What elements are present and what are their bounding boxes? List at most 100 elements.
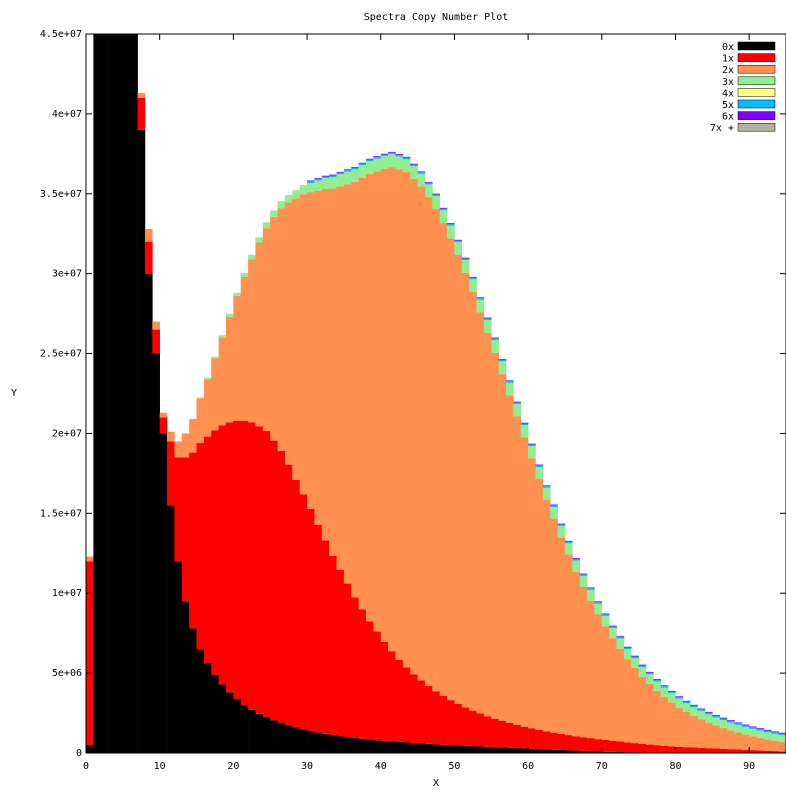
bar-segment-0x-60 <box>528 749 536 753</box>
bar-segment-2x-48 <box>440 223 448 696</box>
bar-segment-0x-63 <box>550 750 558 753</box>
bar-segment-2x-19 <box>226 317 234 422</box>
x-tick-label: 80 <box>669 761 681 772</box>
bar-segment-6x-45 <box>418 171 426 172</box>
bar-segment-0x-59 <box>521 748 529 753</box>
bar-segment-6x-46 <box>425 182 433 183</box>
bar-segment-2x-29 <box>300 194 308 494</box>
bar-segment-5x-71 <box>609 626 617 628</box>
bar-segment-2x-41 <box>388 167 396 651</box>
bar-segment-3x-26 <box>278 201 286 208</box>
bar-segment-6x-59 <box>521 423 529 424</box>
bar-segment-5x-57 <box>506 381 514 383</box>
bar-segment-6x-57 <box>506 380 514 381</box>
bar-segment-6x-31 <box>314 178 322 179</box>
bar-segment-0x-32 <box>322 734 330 753</box>
bar-segment-2x-31 <box>314 191 322 525</box>
bar-segment-0x-52 <box>469 746 477 753</box>
bar-segment-3x-68 <box>587 590 595 601</box>
bar-segment-1x-32 <box>322 540 330 733</box>
bar-segment-1x-81 <box>683 747 691 753</box>
bar-segment-6x-61 <box>535 465 543 466</box>
bar-segment-0x-22 <box>248 710 256 753</box>
x-tick-label: 10 <box>154 761 166 772</box>
bar-segment-3x-25 <box>270 211 278 217</box>
bar-segment-3x-57 <box>506 383 514 396</box>
bar-segment-3x-41 <box>388 154 396 167</box>
bar-segment-5x-42 <box>395 155 403 157</box>
bar-segment-2x-14 <box>189 419 197 453</box>
y-tick-label: 2e+07 <box>52 428 82 439</box>
bar-segment-5x-36 <box>351 168 359 170</box>
x-tick-label: 70 <box>596 761 608 772</box>
bar-segment-2x-42 <box>395 169 403 660</box>
bar-segment-6x-73 <box>624 647 632 648</box>
bar-segment-1x-27 <box>285 465 293 725</box>
bar-segment-1x-12 <box>174 457 182 561</box>
bar-segment-2x-81 <box>683 712 691 747</box>
bar-segment-5x-86 <box>720 718 728 720</box>
bar-segment-2x-73 <box>624 659 632 742</box>
legend-label: 6x <box>722 112 734 123</box>
bar-segment-1x-74 <box>631 743 639 752</box>
bar-segment-5x-40 <box>381 154 389 156</box>
bar-segment-5x-39 <box>373 157 381 159</box>
y-tick-label: 5e+06 <box>52 668 82 679</box>
bar-segment-6x-43 <box>403 157 411 158</box>
bar-segment-5x-81 <box>683 702 691 704</box>
bar-segment-5x-94 <box>779 734 786 736</box>
bar-segment-1x-44 <box>410 674 418 743</box>
bar-segment-3x-40 <box>381 156 389 169</box>
bar-segment-1x-36 <box>351 597 359 738</box>
bar-segment-1x-47 <box>432 691 440 744</box>
bar-segment-3x-64 <box>558 526 566 538</box>
bar-segment-1x-70 <box>602 740 610 752</box>
bar-segment-5x-58 <box>513 402 521 404</box>
bar-segment-3x-42 <box>395 156 403 169</box>
bar-segment-6x-87 <box>727 720 735 721</box>
bar-segment-1x-30 <box>307 509 315 731</box>
bar-segment-3x-80 <box>675 699 683 708</box>
bar-segment-2x-64 <box>558 537 566 734</box>
bar-segment-2x-86 <box>720 728 728 749</box>
bar-segment-2x-49 <box>447 238 455 700</box>
legend-label: 7x + <box>710 123 734 134</box>
bar-segment-1x-78 <box>661 746 669 753</box>
bar-segment-3x-44 <box>410 166 418 179</box>
bar-segment-3x-45 <box>418 174 426 187</box>
y-tick-label: 2.5e+07 <box>40 349 82 360</box>
bar-segment-5x-50 <box>454 241 462 243</box>
bar-segment-5x-41 <box>388 153 396 155</box>
bar-segment-3x-90 <box>749 729 757 736</box>
bar-segment-2x-8 <box>145 229 153 242</box>
bar-segment-6x-68 <box>587 587 595 588</box>
bar-segment-0x-31 <box>314 732 322 753</box>
bar-segment-2x-12 <box>174 441 182 457</box>
bar-segment-1x-23 <box>255 426 263 714</box>
bar-segment-0x-17 <box>211 675 219 753</box>
bar-segment-0x-61 <box>535 749 543 753</box>
bar-segment-2x-70 <box>602 626 610 739</box>
bar-segment-1x-9 <box>152 330 160 354</box>
bar-segment-2x-27 <box>285 203 293 465</box>
bar-segment-6x-91 <box>757 728 765 729</box>
bar-segment-0x-24 <box>263 717 271 753</box>
bar-segment-1x-54 <box>484 716 492 747</box>
bar-segment-3x-56 <box>499 361 507 374</box>
bar-segment-5x-82 <box>690 706 698 708</box>
bar-segment-5x-92 <box>764 731 772 733</box>
bar-segment-2x-13 <box>182 433 190 457</box>
bar-segment-6x-93 <box>771 731 779 732</box>
bar-segment-3x-52 <box>469 279 477 292</box>
bar-segment-2x-78 <box>661 697 669 746</box>
bar-segment-3x-19 <box>226 314 234 317</box>
bar-segment-6x-58 <box>513 402 521 403</box>
x-axis-label: X <box>433 778 439 789</box>
bar-segment-6x-79 <box>668 691 676 692</box>
bar-segment-2x-33 <box>329 189 337 556</box>
bar-segment-0x-10 <box>160 433 168 753</box>
bar-segment-1x-53 <box>477 714 485 747</box>
bar-segment-1x-31 <box>314 525 322 733</box>
legend-swatch <box>738 65 775 73</box>
bar-segment-3x-34 <box>337 174 345 186</box>
